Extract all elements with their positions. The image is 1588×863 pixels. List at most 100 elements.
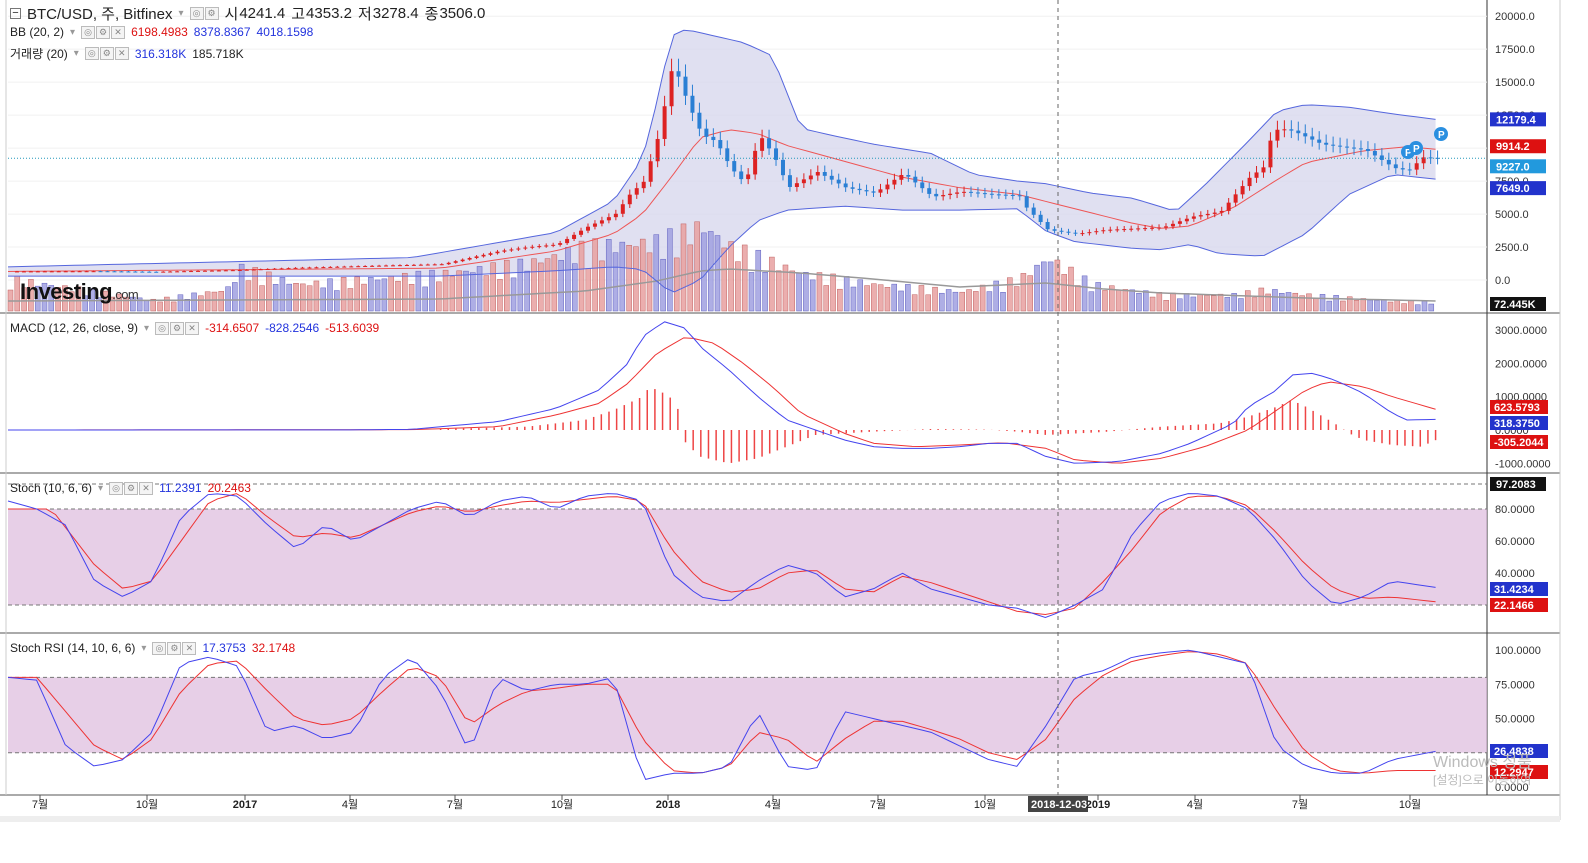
x-tick-label: 2017 [233,799,257,811]
candle-body [1226,202,1231,211]
volume-bar [1190,296,1197,312]
badge-srsi-b-bg [1490,765,1548,779]
candle-body [147,271,152,273]
candle-body [119,271,124,273]
event-marker-icon [1409,141,1423,155]
candle-body [209,270,214,272]
candle-body [279,268,284,270]
candle-body [349,266,354,268]
candle-body [774,148,779,160]
close-icon[interactable]: ✕ [182,641,197,655]
candle-body [1240,186,1245,195]
close-icon[interactable]: ✕ [139,481,154,495]
bb-lower-line [8,174,1436,293]
macd-buttons[interactable]: ◎ ⚙ ✕ [155,321,200,335]
volume-bar [830,273,836,312]
high-label: 고 [291,6,306,23]
x-tick-label: 7월 [1292,798,1308,811]
symbol-label: BTC/USD, 주, Bitfinex [27,6,173,23]
candle-body [613,213,618,218]
volume-bar [701,232,707,312]
settings-icon[interactable]: ⚙ [96,25,111,39]
badge-volume-bg [1490,297,1546,311]
badge-stoch-top: 97.2083 [1496,479,1536,491]
eye-icon[interactable]: ◎ [84,47,99,60]
candle-body [56,271,61,273]
volume-bar [1367,299,1373,312]
volume-bar [1285,292,1292,312]
dropdown-icon[interactable]: ▾ [141,642,147,654]
volume-bar [1143,290,1149,312]
volume-bar [374,279,381,312]
volume-bar [952,291,959,312]
header-buttons[interactable]: ◎ ⚙ [189,7,219,20]
volume-bar [850,286,857,312]
candle-body [251,269,256,271]
candle-body [1031,207,1036,215]
eye-icon[interactable]: ◎ [152,641,167,655]
dropdown-icon[interactable]: ▾ [73,48,79,59]
volume-bar [1251,297,1258,312]
volume-legend: 거래량 (20) ▾ ◎ ⚙ ✕ 316.318K 185.718K [10,45,244,62]
volume-bar [55,287,61,312]
badge-srsi-a-bg [1490,744,1548,758]
windows-activation-line2: [설정]으로 이동하여 [1433,773,1532,787]
eye-icon[interactable]: ◎ [155,321,170,335]
settings-icon[interactable]: ⚙ [204,7,219,20]
candle-body [899,175,904,180]
volume-bar [170,301,177,312]
dropdown-icon[interactable]: ▾ [178,8,184,19]
candle-body [467,258,472,260]
badge-stoch-top-bg [1490,477,1546,491]
bb-buttons[interactable]: ◎ ⚙ ✕ [81,25,126,39]
candle-body [1066,231,1071,233]
volume-bar [62,285,68,312]
candle-body [1163,226,1168,228]
candle-body [627,194,632,205]
candle-body [753,150,758,175]
volume-bar [388,275,394,312]
candle-body [300,267,305,269]
volume-bar [1204,295,1210,312]
dropdown-icon[interactable]: ▾ [70,26,76,38]
x-tick-label: 4월 [765,798,781,811]
volume-bar [782,264,789,312]
eye-icon[interactable]: ◎ [109,481,124,495]
candle-body [906,175,911,177]
close-icon[interactable]: ✕ [185,321,200,335]
x-tick-label: 10월 [136,798,158,811]
stoch-tick-label: 60.0000 [1495,536,1535,548]
settings-icon[interactable]: ⚙ [99,47,114,60]
srsi-band [8,677,1487,753]
candle-body [1017,195,1022,197]
settings-icon[interactable]: ⚙ [124,481,139,495]
settings-icon[interactable]: ⚙ [170,321,185,335]
eye-icon[interactable]: ◎ [189,7,204,20]
volume-bar [762,271,768,312]
candle-body [411,264,416,266]
high-value: 4353.2 [306,5,352,22]
volume-bar [1319,294,1326,312]
candle-body [1219,210,1224,213]
volume-bar [1408,300,1414,312]
close-icon[interactable]: ✕ [114,47,129,60]
volume-bar [429,269,435,312]
dropdown-icon[interactable]: ▾ [98,482,104,494]
close-icon[interactable]: ✕ [111,25,126,39]
dropdown-icon[interactable]: ▾ [144,322,150,334]
volume-bar [626,245,632,312]
volume-bar [1414,304,1421,312]
candle-body [1386,159,1391,165]
volume-bar [327,278,333,312]
srsi-buttons[interactable]: ◎ ⚙ ✕ [152,641,197,655]
collapse-icon[interactable]: − [10,8,21,19]
x-tick-label: 7월 [870,798,886,811]
volume-bar [1163,300,1169,312]
settings-icon[interactable]: ⚙ [167,641,182,655]
bb-value-1: 6198.4983 [131,25,188,39]
volume-buttons[interactable]: ◎ ⚙ ✕ [84,47,129,60]
volume-bar [1170,292,1176,312]
eye-icon[interactable]: ◎ [81,25,96,39]
stoch-buttons[interactable]: ◎ ⚙ ✕ [109,481,154,495]
